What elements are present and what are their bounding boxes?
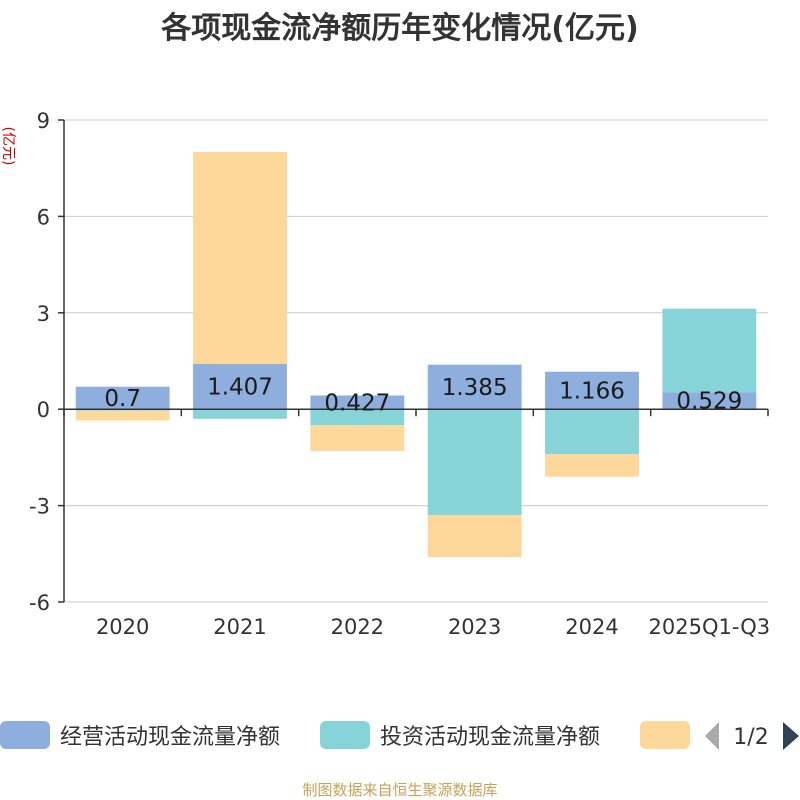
legend-swatch[interactable]: [0, 721, 50, 749]
x-tick-label: 2023: [448, 615, 501, 639]
y-tick-label: 6: [37, 205, 50, 229]
data-label: 0.427: [324, 390, 390, 416]
legend: 经营活动现金流量净额 投资活动现金流量净额: [0, 721, 690, 750]
legend-page-indicator: 1/2: [733, 725, 768, 750]
chart-title: 各项现金流净额历年变化情况(亿元): [160, 11, 638, 46]
bars: [75, 151, 757, 558]
data-label: 1.385: [442, 375, 508, 401]
bar-segment[interactable]: [427, 515, 522, 558]
arrow-left-icon[interactable]: [705, 722, 719, 750]
source-note: 制图数据来自恒生聚源数据库: [302, 781, 497, 799]
x-tick-label: 2022: [331, 615, 384, 639]
bar-segment[interactable]: [427, 364, 522, 410]
data-label: 1.166: [559, 378, 625, 404]
y-tick-label: -6: [29, 591, 50, 615]
y-tick-label: 0: [37, 398, 50, 422]
data-label: 1.407: [207, 375, 273, 401]
arrow-right-icon[interactable]: [783, 722, 799, 750]
bar-segment[interactable]: [310, 395, 405, 410]
y-tick-label: 3: [37, 302, 50, 326]
bar-segment[interactable]: [545, 454, 639, 477]
bar-segment[interactable]: [75, 410, 170, 421]
legend-swatch[interactable]: [320, 721, 370, 749]
bar-segment[interactable]: [75, 386, 170, 410]
x-tick-label: 2021: [213, 615, 266, 639]
bar-segment[interactable]: [310, 425, 405, 451]
bar-segment[interactable]: [662, 392, 757, 410]
legend-pager: 1/2: [705, 722, 799, 750]
legend-label[interactable]: 经营活动现金流量净额: [60, 725, 280, 750]
bar-segment[interactable]: [193, 409, 287, 419]
bar-segment[interactable]: [193, 363, 287, 410]
bar-segment[interactable]: [193, 151, 287, 364]
y-tick-label: -3: [29, 495, 50, 519]
bar-segment[interactable]: [545, 409, 639, 455]
legend-swatch[interactable]: [640, 721, 690, 749]
legend-label[interactable]: 投资活动现金流量净额: [380, 725, 600, 750]
bar-segment[interactable]: [545, 371, 639, 410]
bar-segment[interactable]: [310, 409, 405, 426]
y-ticks: 9 6 3 0 -3 -6: [29, 109, 64, 615]
y-axis-label: (亿元): [0, 127, 16, 166]
x-tick-label: 2020: [96, 615, 149, 639]
x-ticks: 2020 2021 2022 2023 2024 2025Q1-Q3: [63, 409, 771, 639]
bar-segment[interactable]: [662, 308, 757, 393]
data-label: 0.529: [676, 389, 742, 415]
x-tick-label: 2024: [565, 615, 618, 639]
y-tick-label: 9: [37, 109, 50, 133]
data-label: 0.7: [104, 386, 141, 412]
bar-segment[interactable]: [75, 409, 170, 411]
bar-segment[interactable]: [427, 409, 522, 516]
x-tick-label: 2025Q1-Q3: [649, 615, 771, 639]
data-labels: 0.7 1.407 0.427 1.385 1.166 0.529: [104, 375, 742, 417]
